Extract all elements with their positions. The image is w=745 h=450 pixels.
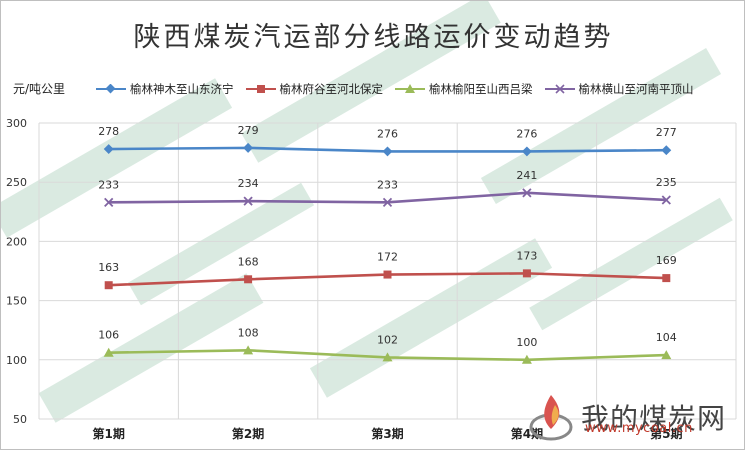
legend-marker-square-icon: [245, 85, 276, 93]
data-point-marker: [382, 197, 393, 207]
data-label: 278: [98, 125, 119, 138]
data-label: 233: [98, 178, 119, 191]
data-label: 173: [516, 249, 537, 262]
data-point-marker: [104, 281, 113, 290]
data-label: 168: [238, 255, 259, 268]
x-tick-label: 第4期: [511, 426, 543, 441]
data-label: 163: [98, 261, 119, 274]
y-axis-unit-label: 元/吨公里: [13, 82, 66, 96]
data-label: 276: [377, 127, 398, 140]
site-logo-url: www.mycoal.cn: [584, 421, 693, 436]
legend-item-series-3: 榆林榆阳至山西吕梁: [395, 81, 533, 97]
data-point-marker: [522, 188, 532, 198]
x-tick-label: 第3期: [371, 426, 403, 441]
legend-marker-x-icon: [544, 84, 575, 94]
legend-marker-triangle-icon: [395, 84, 425, 93]
x-tick-label: 第1期: [93, 426, 125, 441]
legend-marker-diamond-icon: [96, 84, 126, 94]
x-tick-label: 第5期: [650, 426, 682, 441]
y-tick-label: 200: [6, 235, 27, 248]
legend-item-series-1: 榆林神木至山东济宁: [96, 81, 234, 97]
y-tick-label: 100: [6, 354, 27, 367]
data-point-marker: [521, 354, 532, 364]
data-label: 169: [656, 254, 677, 267]
chart-legend: 榆林神木至山东济宁 榆林府谷至河北保定 榆林榆阳至山西吕梁 榆林横山至河南平顶山: [96, 81, 694, 97]
data-label: 279: [238, 124, 259, 137]
data-label: 235: [656, 176, 677, 189]
legend-label-series-2: 榆林府谷至河北保定: [279, 82, 384, 96]
site-logo-text: 我的煤炭网: [580, 402, 726, 435]
data-label: 102: [377, 333, 398, 346]
data-label: 234: [238, 177, 259, 190]
site-logo: 我的煤炭网 www.mycoal.cn: [525, 389, 726, 445]
x-tick-label: 第2期: [232, 426, 264, 441]
data-point-marker: [243, 196, 253, 206]
data-point-marker: [662, 274, 671, 283]
chart-title: 陕西煤炭汽运部分线路运价变动趋势: [133, 22, 614, 53]
data-label: 276: [516, 127, 537, 140]
data-point-marker: [661, 195, 671, 205]
data-point-marker: [383, 270, 392, 279]
flame-logo-icon: [529, 395, 573, 441]
y-tick-label: 150: [6, 295, 27, 308]
y-tick-label: 300: [6, 117, 27, 130]
data-point-marker: [521, 146, 532, 157]
data-label: 241: [516, 169, 537, 182]
y-tick-label: 50: [13, 413, 27, 426]
data-point-marker: [103, 347, 114, 357]
data-point-marker: [382, 352, 393, 362]
legend-label-series-4: 榆林横山至河南平顶山: [578, 82, 694, 96]
data-label: 100: [516, 336, 537, 349]
legend-label-series-3: 榆林榆阳至山西吕梁: [429, 82, 533, 96]
data-point-marker: [244, 275, 253, 284]
data-label: 108: [238, 326, 259, 339]
data-point-marker: [104, 197, 114, 207]
data-point-marker: [661, 145, 672, 156]
series-line: [108, 191, 667, 204]
legend-item-series-2: 榆林府谷至河北保定: [245, 81, 384, 97]
y-tick-label: 250: [6, 176, 27, 189]
data-label: 277: [656, 126, 677, 139]
data-label: 106: [98, 329, 119, 342]
data-point-marker: [661, 350, 672, 360]
data-point-marker: [522, 269, 531, 278]
data-point-marker: [243, 142, 254, 153]
data-point-marker: [382, 146, 393, 157]
data-label: 104: [656, 331, 677, 344]
data-label: 233: [377, 178, 398, 191]
legend-item-series-4: 榆林横山至河南平顶山: [544, 81, 694, 97]
data-point-marker: [103, 144, 114, 154]
legend-label-series-1: 榆林神木至山东济宁: [130, 82, 234, 96]
data-point-marker: [243, 345, 254, 355]
data-label: 172: [377, 251, 398, 264]
